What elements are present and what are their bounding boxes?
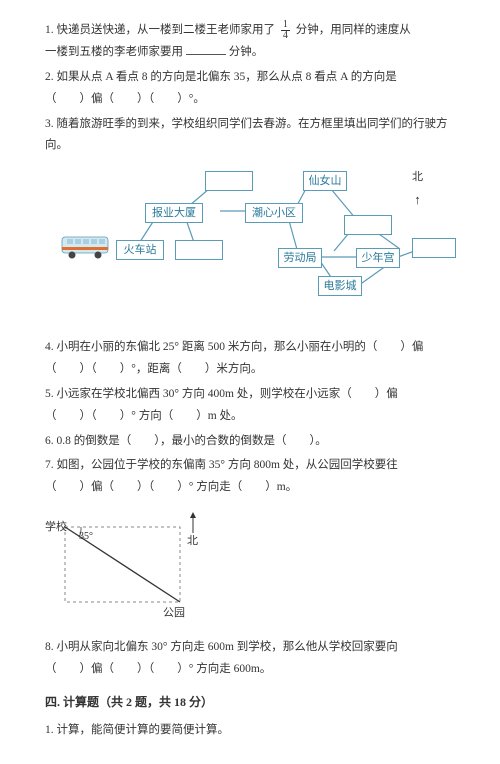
q2-text-b: （ ）偏（ ）（ ）°。 [45,93,205,105]
q1-text-b: 分钟，用同样的速度从 [296,24,411,36]
empty-box[interactable] [412,238,456,258]
q1-text-c: 一楼到五楼的李老师家要用 [45,46,183,58]
q3-text-b: 向。 [45,139,68,151]
frac-den: 4 [281,31,290,41]
park-label: 公园 [163,603,185,624]
q7-text-b: （ ）偏（ ）（ ）° 方向走（ ）m。 [45,481,297,493]
fraction: 1 4 [281,20,290,41]
q8-text-a: 8. 小明从家向北偏东 30° 方向走 600m 到学校，那么他从学校回家要向 [45,641,398,653]
school-park-diagram: 学校 35° 公园 北 [45,507,215,627]
q6-text: 6. 0.8 的倒数是（ ），最小的合数的倒数是（ ）。 [45,435,327,447]
box-xiannu: 仙女山 [303,171,347,191]
angle-label: 35° [79,527,93,546]
section-4-title: 四. 计算题（共 2 题，共 18 分） [45,691,455,714]
question-3: 3. 随着旅游旺季的到来，学校组织同学们去春游。在方框里填出同学们的行驶方 向。 [45,114,455,158]
q1-text-a: 1. 快递员送快递，从一楼到二楼王老师家用了 [45,24,275,36]
d2-svg [45,507,215,627]
q1-text-d: 分钟。 [229,46,264,58]
q7-text-a: 7. 如图，公园位于学校的东偏南 35° 方向 800m 处，从公园回学校要往 [45,459,398,471]
blank-input[interactable] [186,44,226,55]
empty-box[interactable] [344,215,392,235]
box-laodong: 劳动局 [278,248,322,268]
q8-text-b: （ ）偏（ ）（ ）° 方向走 600m。 [45,663,271,675]
q2-text-a: 2. 如果从点 A 看点 8 的方向是北偏东 35，那么从点 8 看点 A 的方… [45,71,397,83]
empty-box[interactable] [175,240,223,260]
school-label: 学校 [45,517,67,538]
question-1: 1. 快递员送快递，从一楼到二楼王老师家用了 1 4 分钟，用同样的速度从 一楼… [45,20,455,64]
question-5: 5. 小远家在学校北偏西 30° 方向 400m 处，则学校在小远家（ ）偏 （… [45,384,455,428]
bus-icon [60,233,114,261]
route-diagram: 仙女山 报业大厦 潮心小区 火车站 劳动局 少年宫 电影城 北 ↑ [60,163,440,323]
box-chaoxin: 潮心小区 [245,203,303,223]
north-label: 北 ↑ [412,167,423,213]
question-6: 6. 0.8 的倒数是（ ），最小的合数的倒数是（ ）。 [45,431,455,453]
question-7: 7. 如图，公园位于学校的东偏南 35° 方向 800m 处，从公园回学校要往 … [45,455,455,499]
q4-text-a: 4. 小明在小丽的东偏北 25° 距离 500 米方向，那么小丽在小明的（ ）偏 [45,341,423,353]
box-huoche: 火车站 [116,240,164,260]
q5-text-a: 5. 小远家在学校北偏西 30° 方向 400m 处，则学校在小远家（ ）偏 [45,388,398,400]
question-8: 8. 小明从家向北偏东 30° 方向走 600m 到学校，那么他从学校回家要向 … [45,637,455,681]
c1-text: 1. 计算，能简便计算的要简便计算。 [45,724,229,736]
box-shaonian: 少年宫 [356,248,400,268]
box-baoye: 报业大厦 [145,203,203,223]
question-4: 4. 小明在小丽的东偏北 25° 距离 500 米方向，那么小丽在小明的（ ）偏… [45,337,455,381]
q5-text-b: （ ）（ ）° 方向（ ）m 处。 [45,410,243,422]
q3-text-a: 3. 随着旅游旺季的到来，学校组织同学们去春游。在方框里填出同学们的行驶方 [45,118,448,130]
calc-q1: 1. 计算，能简便计算的要简便计算。 [45,720,455,742]
empty-box[interactable] [205,171,253,191]
box-dianying: 电影城 [318,276,362,296]
question-2: 2. 如果从点 A 看点 8 的方向是北偏东 35，那么从点 8 看点 A 的方… [45,67,455,111]
north-label-2: 北 [187,531,198,552]
q4-text-b: （ ）（ ）°，距离（ ）米方向。 [45,363,262,375]
